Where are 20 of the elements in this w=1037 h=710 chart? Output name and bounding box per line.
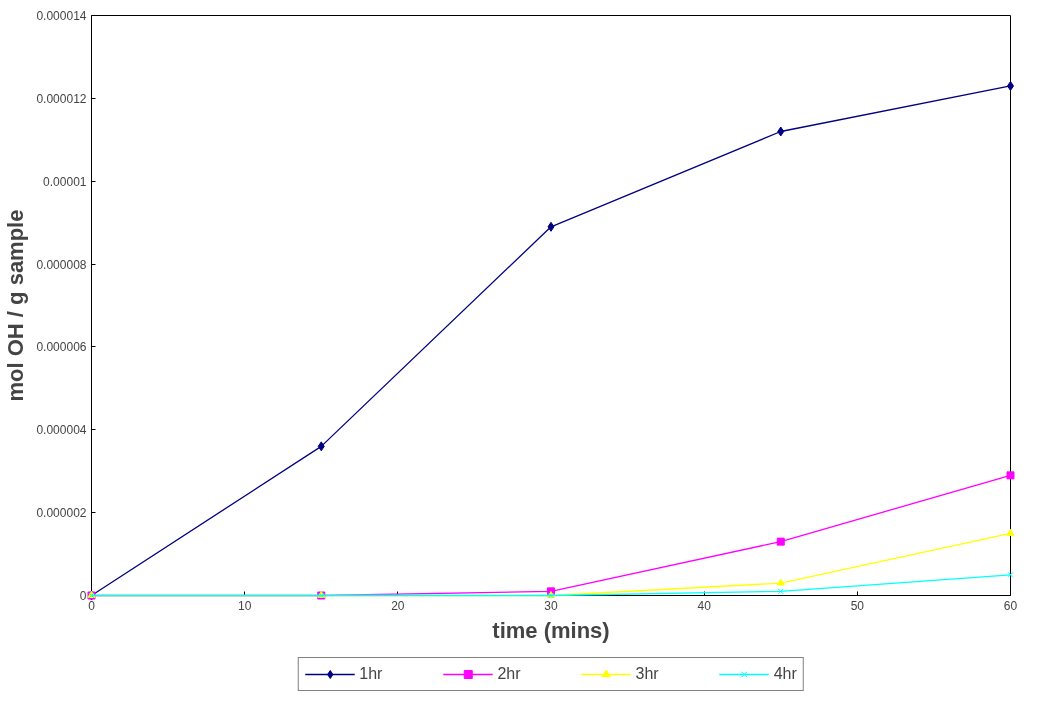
y-tick-label: 0.000014	[36, 9, 87, 23]
y-tick-label: 0.000012	[36, 91, 87, 106]
x-tick-label: 50	[850, 598, 865, 613]
x-tick-label: 20	[391, 598, 405, 613]
y-tick-label: 0	[79, 589, 87, 603]
y-tick-label: 0.000008	[36, 257, 87, 272]
x-tick-label: 40	[697, 598, 712, 613]
x-tick-label: 10	[237, 598, 252, 613]
legend-label: 1hr	[359, 665, 383, 683]
legend-label: 2hr	[497, 665, 521, 683]
legend-label: 3hr	[635, 665, 659, 683]
y-tick-label: 0.000002	[36, 506, 87, 521]
y-axis-title: mol OH / g sample	[3, 209, 29, 402]
legend-label: 4hr	[773, 665, 797, 683]
x-axis-title: time (mins)	[492, 617, 610, 643]
x-tick-label: 30	[544, 598, 558, 613]
x-tick-label: 60	[1003, 598, 1018, 613]
y-tick-label: 0.000004	[36, 423, 87, 438]
y-tick-label: 0.00001	[43, 174, 87, 189]
y-tick-label: 0.000006	[36, 340, 87, 355]
